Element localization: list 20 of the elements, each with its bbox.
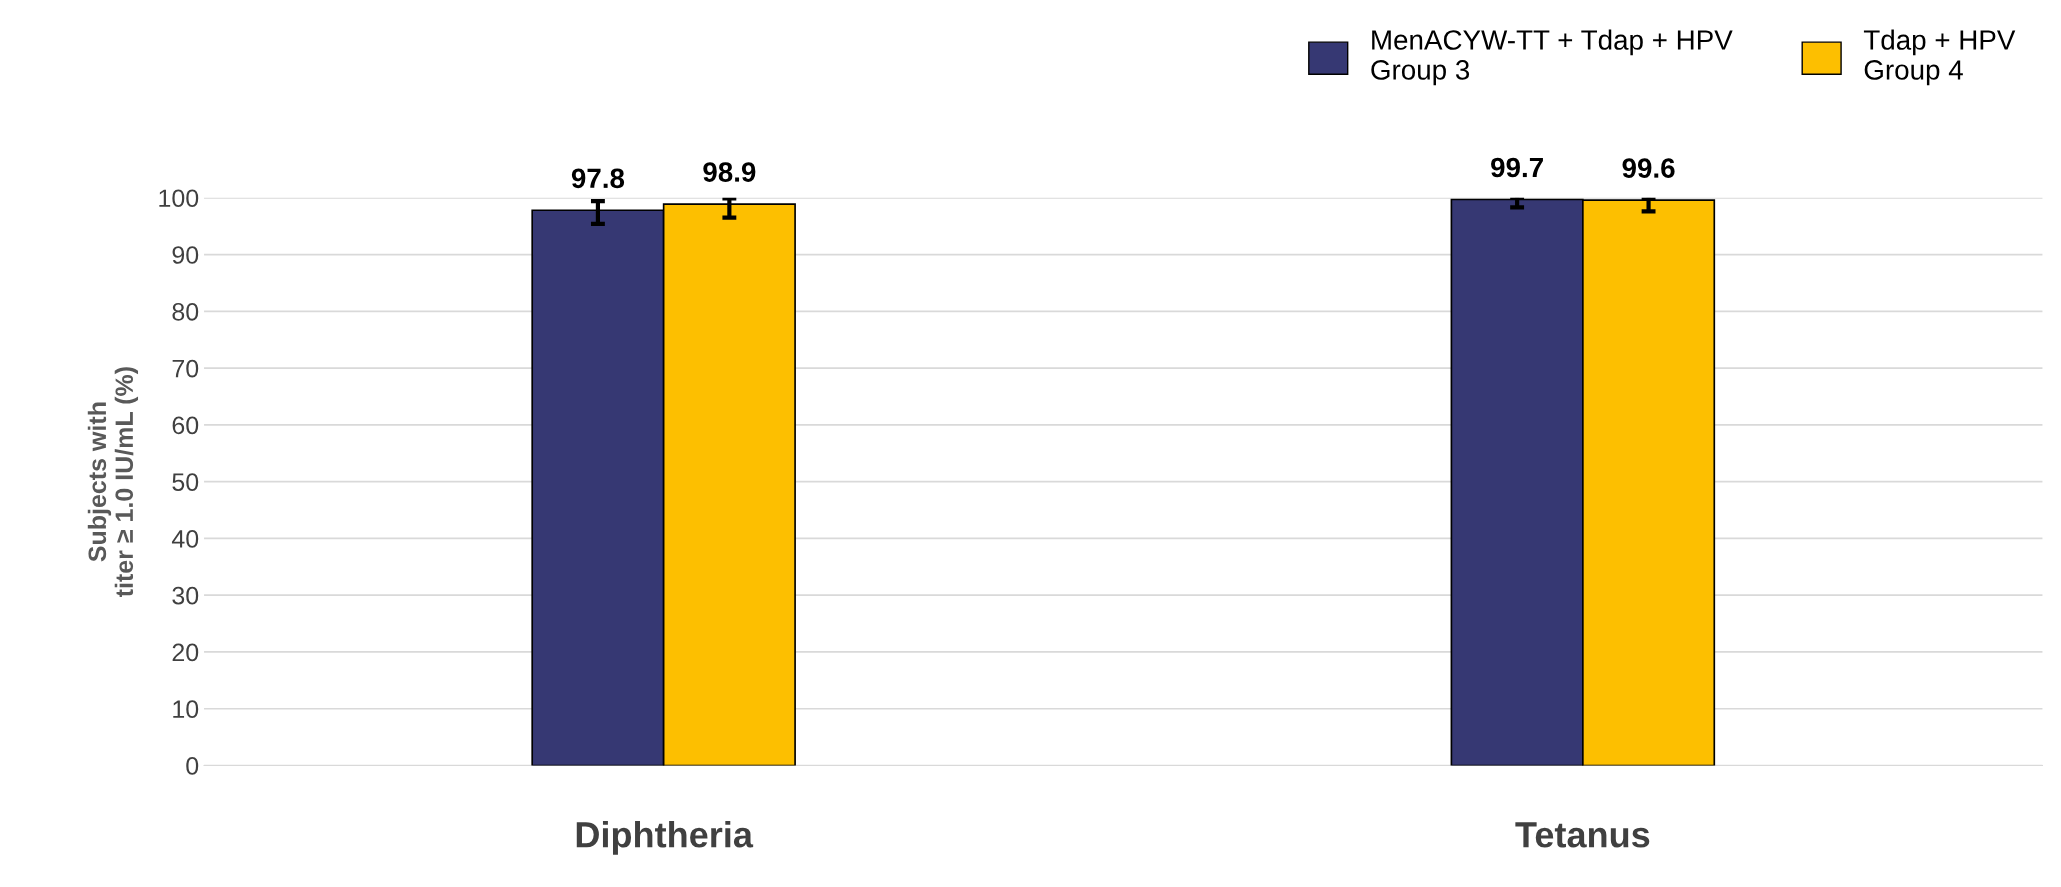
y-axis-title: Subjects with titer ≥ 1.0 IU/mL (%) bbox=[87, 367, 139, 598]
legend-label: Tdap + HPV Group 4 bbox=[1863, 29, 2016, 86]
x-tick-label: Tetanus bbox=[1515, 822, 1650, 848]
data-label: 98.9 bbox=[703, 162, 756, 182]
legend-label: MenACYW-TT + Tdap + HPV Group 3 bbox=[1371, 29, 1733, 86]
data-label: 99.7 bbox=[1491, 157, 1543, 178]
y-tick-label: 90 bbox=[172, 246, 199, 264]
y-tick-label: 70 bbox=[172, 359, 199, 378]
y-tick-label: 0 bbox=[186, 757, 199, 775]
y-tick-label: 40 bbox=[171, 530, 199, 548]
y-tick-label: 100 bbox=[159, 189, 199, 208]
y-tick-label: 30 bbox=[172, 586, 199, 605]
y-tick-label: 50 bbox=[172, 473, 199, 491]
y-tick-label: 20 bbox=[172, 643, 199, 662]
data-label: 97.8 bbox=[571, 168, 625, 189]
data-label: 99.6 bbox=[1622, 158, 1675, 178]
x-tick-label: Diphtheria bbox=[576, 821, 754, 855]
y-tick-label: 80 bbox=[172, 302, 199, 321]
y-tick-label: 60 bbox=[172, 416, 199, 435]
y-tick-label: 10 bbox=[173, 700, 199, 719]
